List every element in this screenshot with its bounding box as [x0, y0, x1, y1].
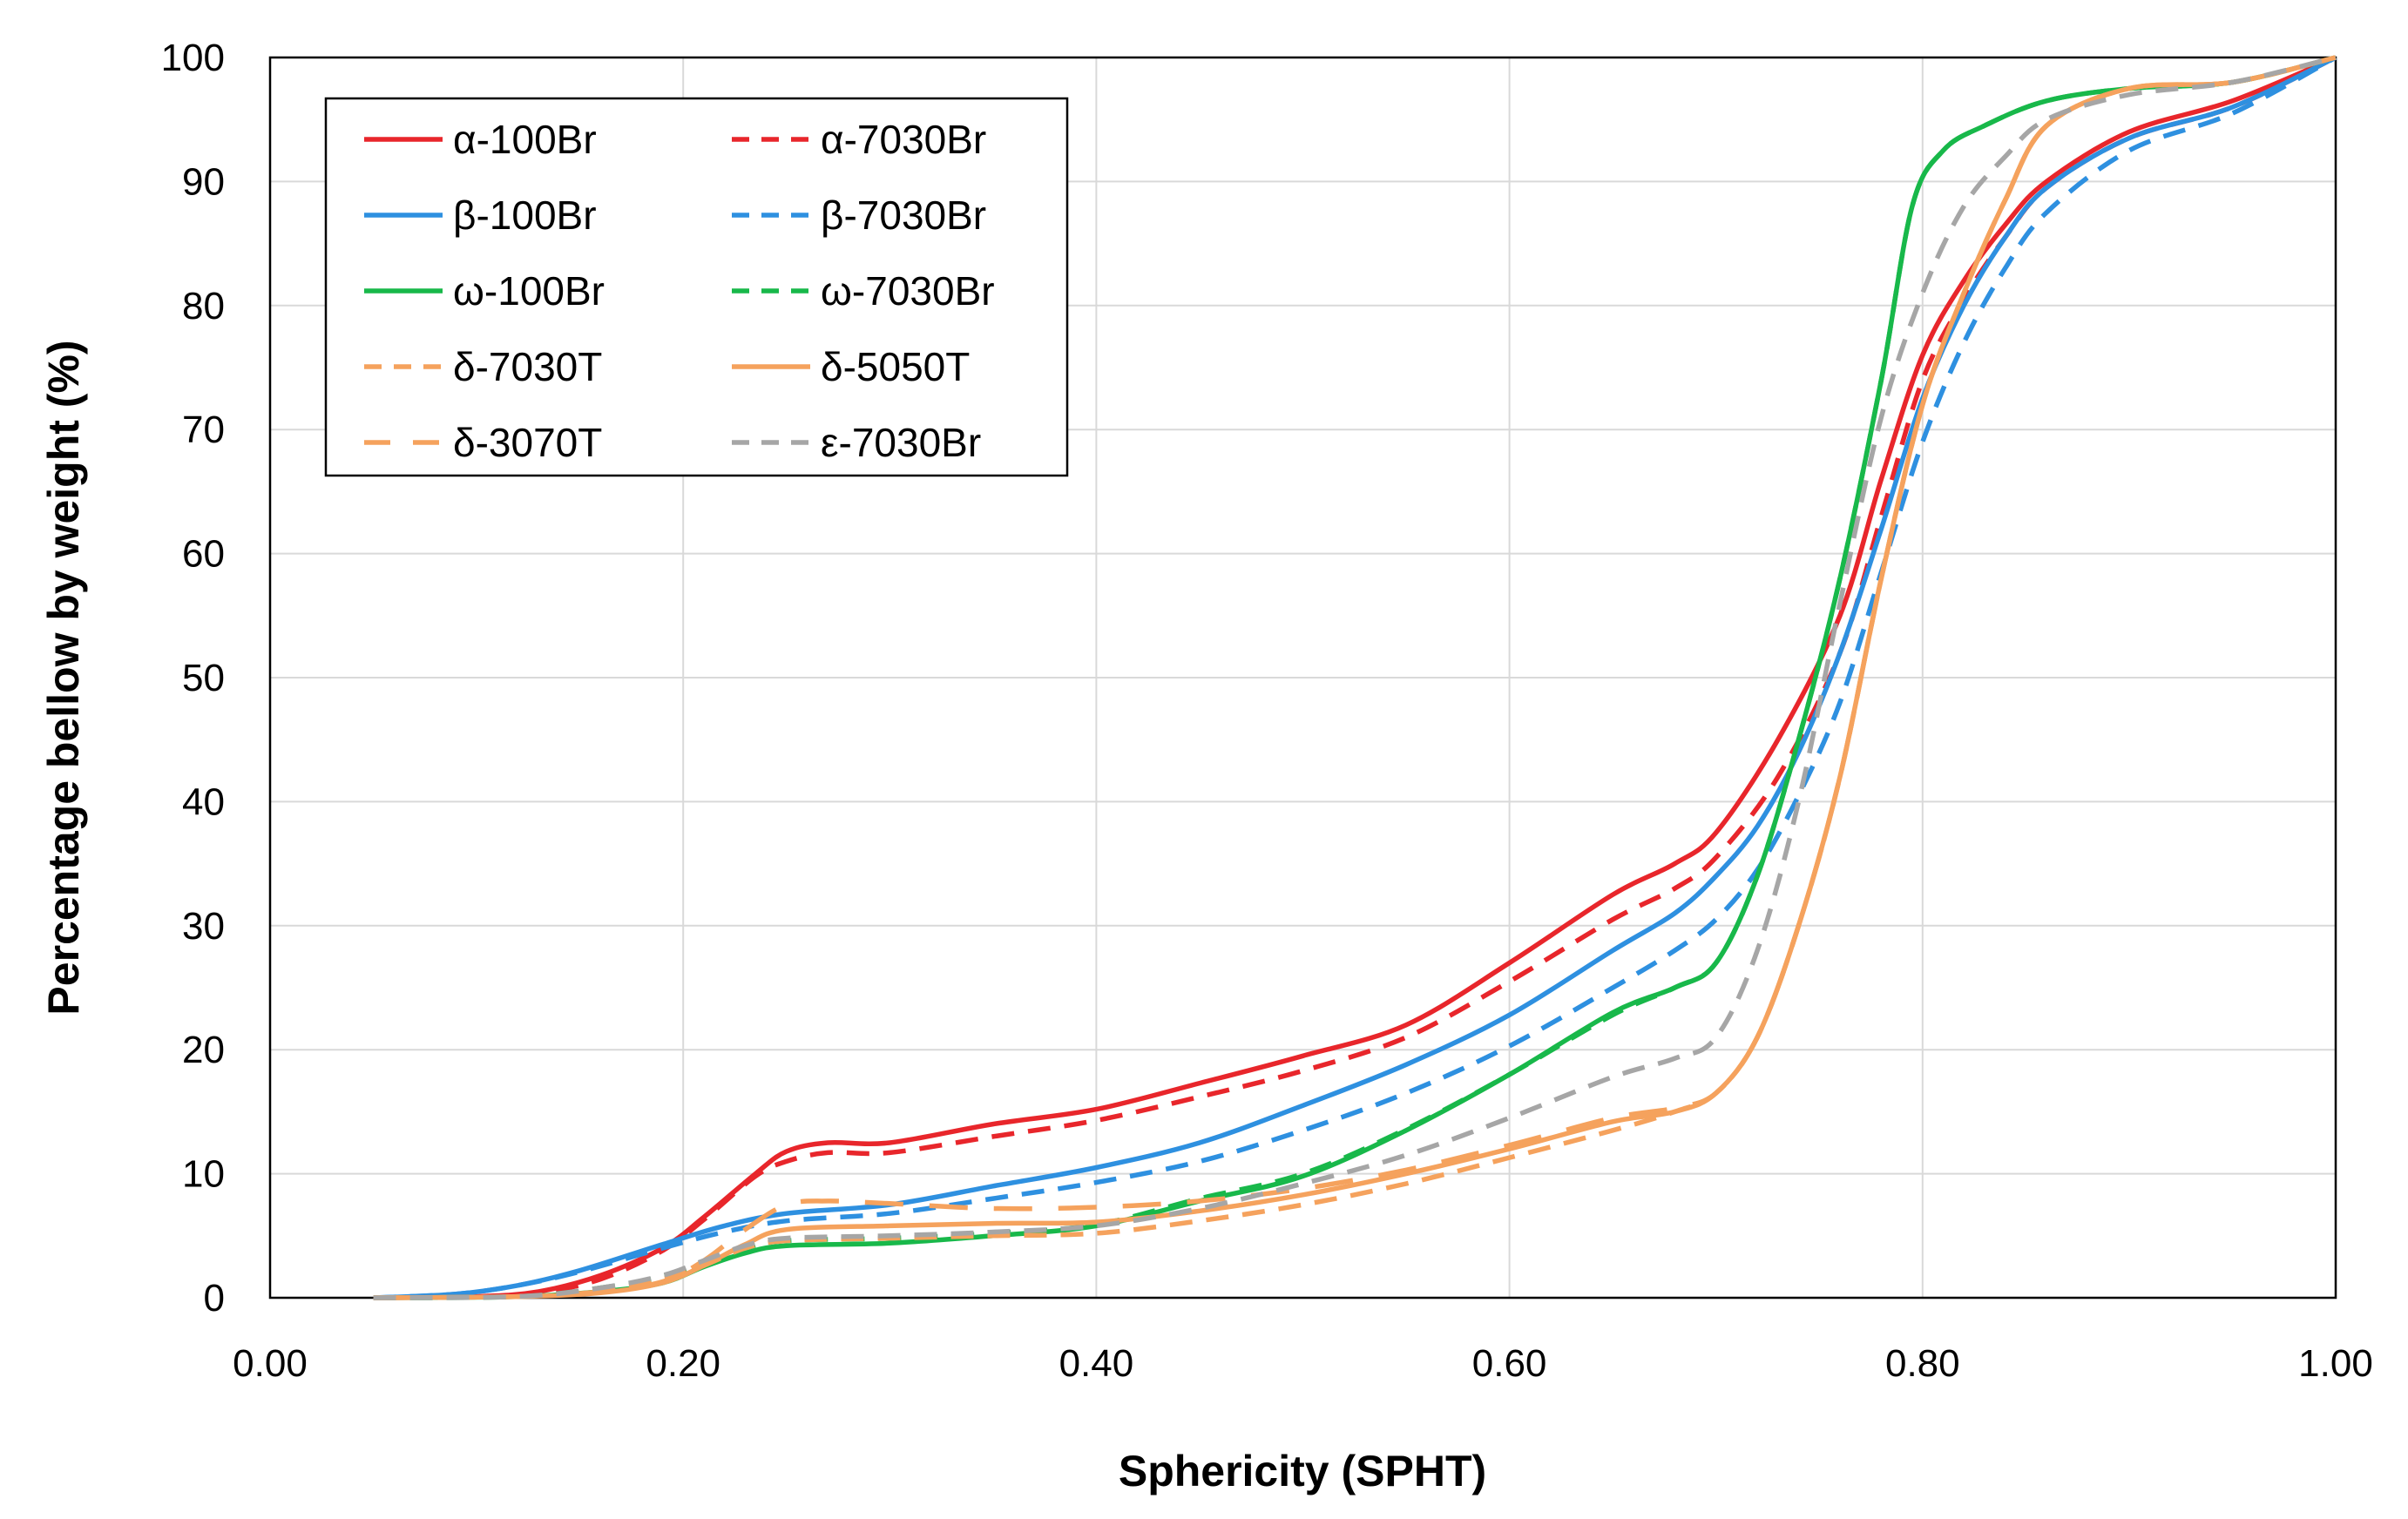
y-axis-title: Percentage bellow by weight (%) — [39, 340, 88, 1015]
series-lines — [373, 55, 2337, 1300]
x-tick-label: 0.20 — [646, 1342, 720, 1385]
series-line-2 — [373, 55, 2337, 1300]
x-tick-label: 0.00 — [233, 1342, 308, 1385]
y-tick-label: 90 — [182, 160, 225, 203]
x-axis-title: Sphericity (SPHT) — [1119, 1447, 1486, 1495]
x-tick-label: 0.80 — [1885, 1342, 1960, 1385]
y-tick-label: 80 — [182, 285, 225, 327]
legend-label-4: ω-100Br — [453, 268, 605, 314]
legend-label-7: δ-5050T — [821, 344, 970, 389]
x-tick-label: 0.60 — [1472, 1342, 1547, 1385]
series-line-4 — [373, 55, 2337, 1300]
legend-label-0: α-100Br — [453, 117, 597, 162]
series-line-9 — [373, 55, 2337, 1300]
plot-area-border — [268, 56, 2337, 1300]
y-tick-label: 60 — [182, 533, 225, 576]
y-tick-label: 0 — [204, 1277, 225, 1320]
legend-label-3: β-7030Br — [821, 192, 986, 238]
x-tick-label: 0.40 — [1059, 1342, 1134, 1385]
y-axis-tick-labels: 0 10 20 30 40 50 60 70 80 90 100 — [161, 37, 225, 1320]
y-tick-label: 50 — [182, 657, 225, 699]
y-tick-label: 100 — [161, 37, 225, 79]
y-tick-label: 20 — [182, 1029, 225, 1071]
legend-label-1: α-7030Br — [821, 117, 986, 162]
legend-label-5: ω-7030Br — [821, 268, 995, 314]
y-tick-label: 40 — [182, 780, 225, 823]
legend: α-100Br α-7030Br β-100Br β-7030Br ω-100Br ω-7… — [324, 97, 1069, 477]
x-tick-label: 1.00 — [2298, 1342, 2373, 1385]
legend-label-8: δ-3070T — [453, 420, 602, 465]
legend-entries: α-100Br α-7030Br β-100Br β-7030Br ω-100Br ω-7… — [364, 117, 995, 465]
series-line-8 — [373, 55, 2337, 1300]
y-tick-label: 30 — [182, 905, 225, 948]
legend-label-6: δ-7030T — [453, 344, 602, 389]
legend-label-2: β-100Br — [453, 192, 597, 238]
y-tick-label: 70 — [182, 408, 225, 451]
legend-label-9: ε-7030Br — [821, 420, 981, 465]
x-axis-tick-labels: 0.00 0.20 0.40 0.60 0.80 1.00 — [233, 1342, 2373, 1385]
series-line-3 — [373, 55, 2337, 1300]
legend-box — [324, 97, 1069, 477]
y-tick-label: 10 — [182, 1153, 225, 1196]
